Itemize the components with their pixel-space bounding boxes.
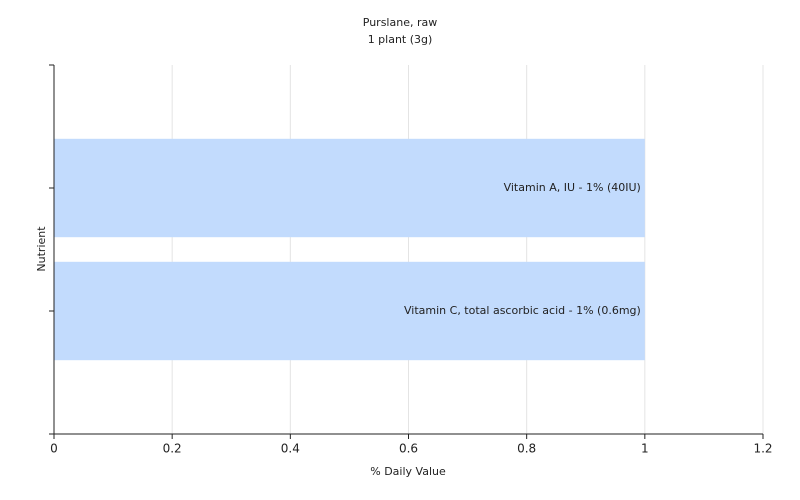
bar-label: Vitamin C, total ascorbic acid - 1% (0.6… bbox=[404, 304, 641, 317]
x-axis-label: % Daily Value bbox=[370, 465, 446, 478]
x-tick-label: 0 bbox=[50, 442, 58, 456]
x-tick-label: 0.2 bbox=[163, 442, 182, 456]
x-tick-label: 0.4 bbox=[281, 442, 300, 456]
chart-title: Purslane, raw bbox=[363, 16, 437, 29]
x-tick-label: 0.6 bbox=[399, 442, 418, 456]
bar bbox=[54, 138, 645, 238]
y-axis-label: Nutrient bbox=[35, 226, 48, 272]
x-tick-label: 1.2 bbox=[753, 442, 772, 456]
x-tick-label: 0.8 bbox=[517, 442, 536, 456]
bar-label: Vitamin A, IU - 1% (40IU) bbox=[504, 181, 641, 194]
chart-subtitle: 1 plant (3g) bbox=[368, 33, 433, 46]
bar bbox=[54, 261, 645, 361]
x-tick-label: 1 bbox=[641, 442, 649, 456]
